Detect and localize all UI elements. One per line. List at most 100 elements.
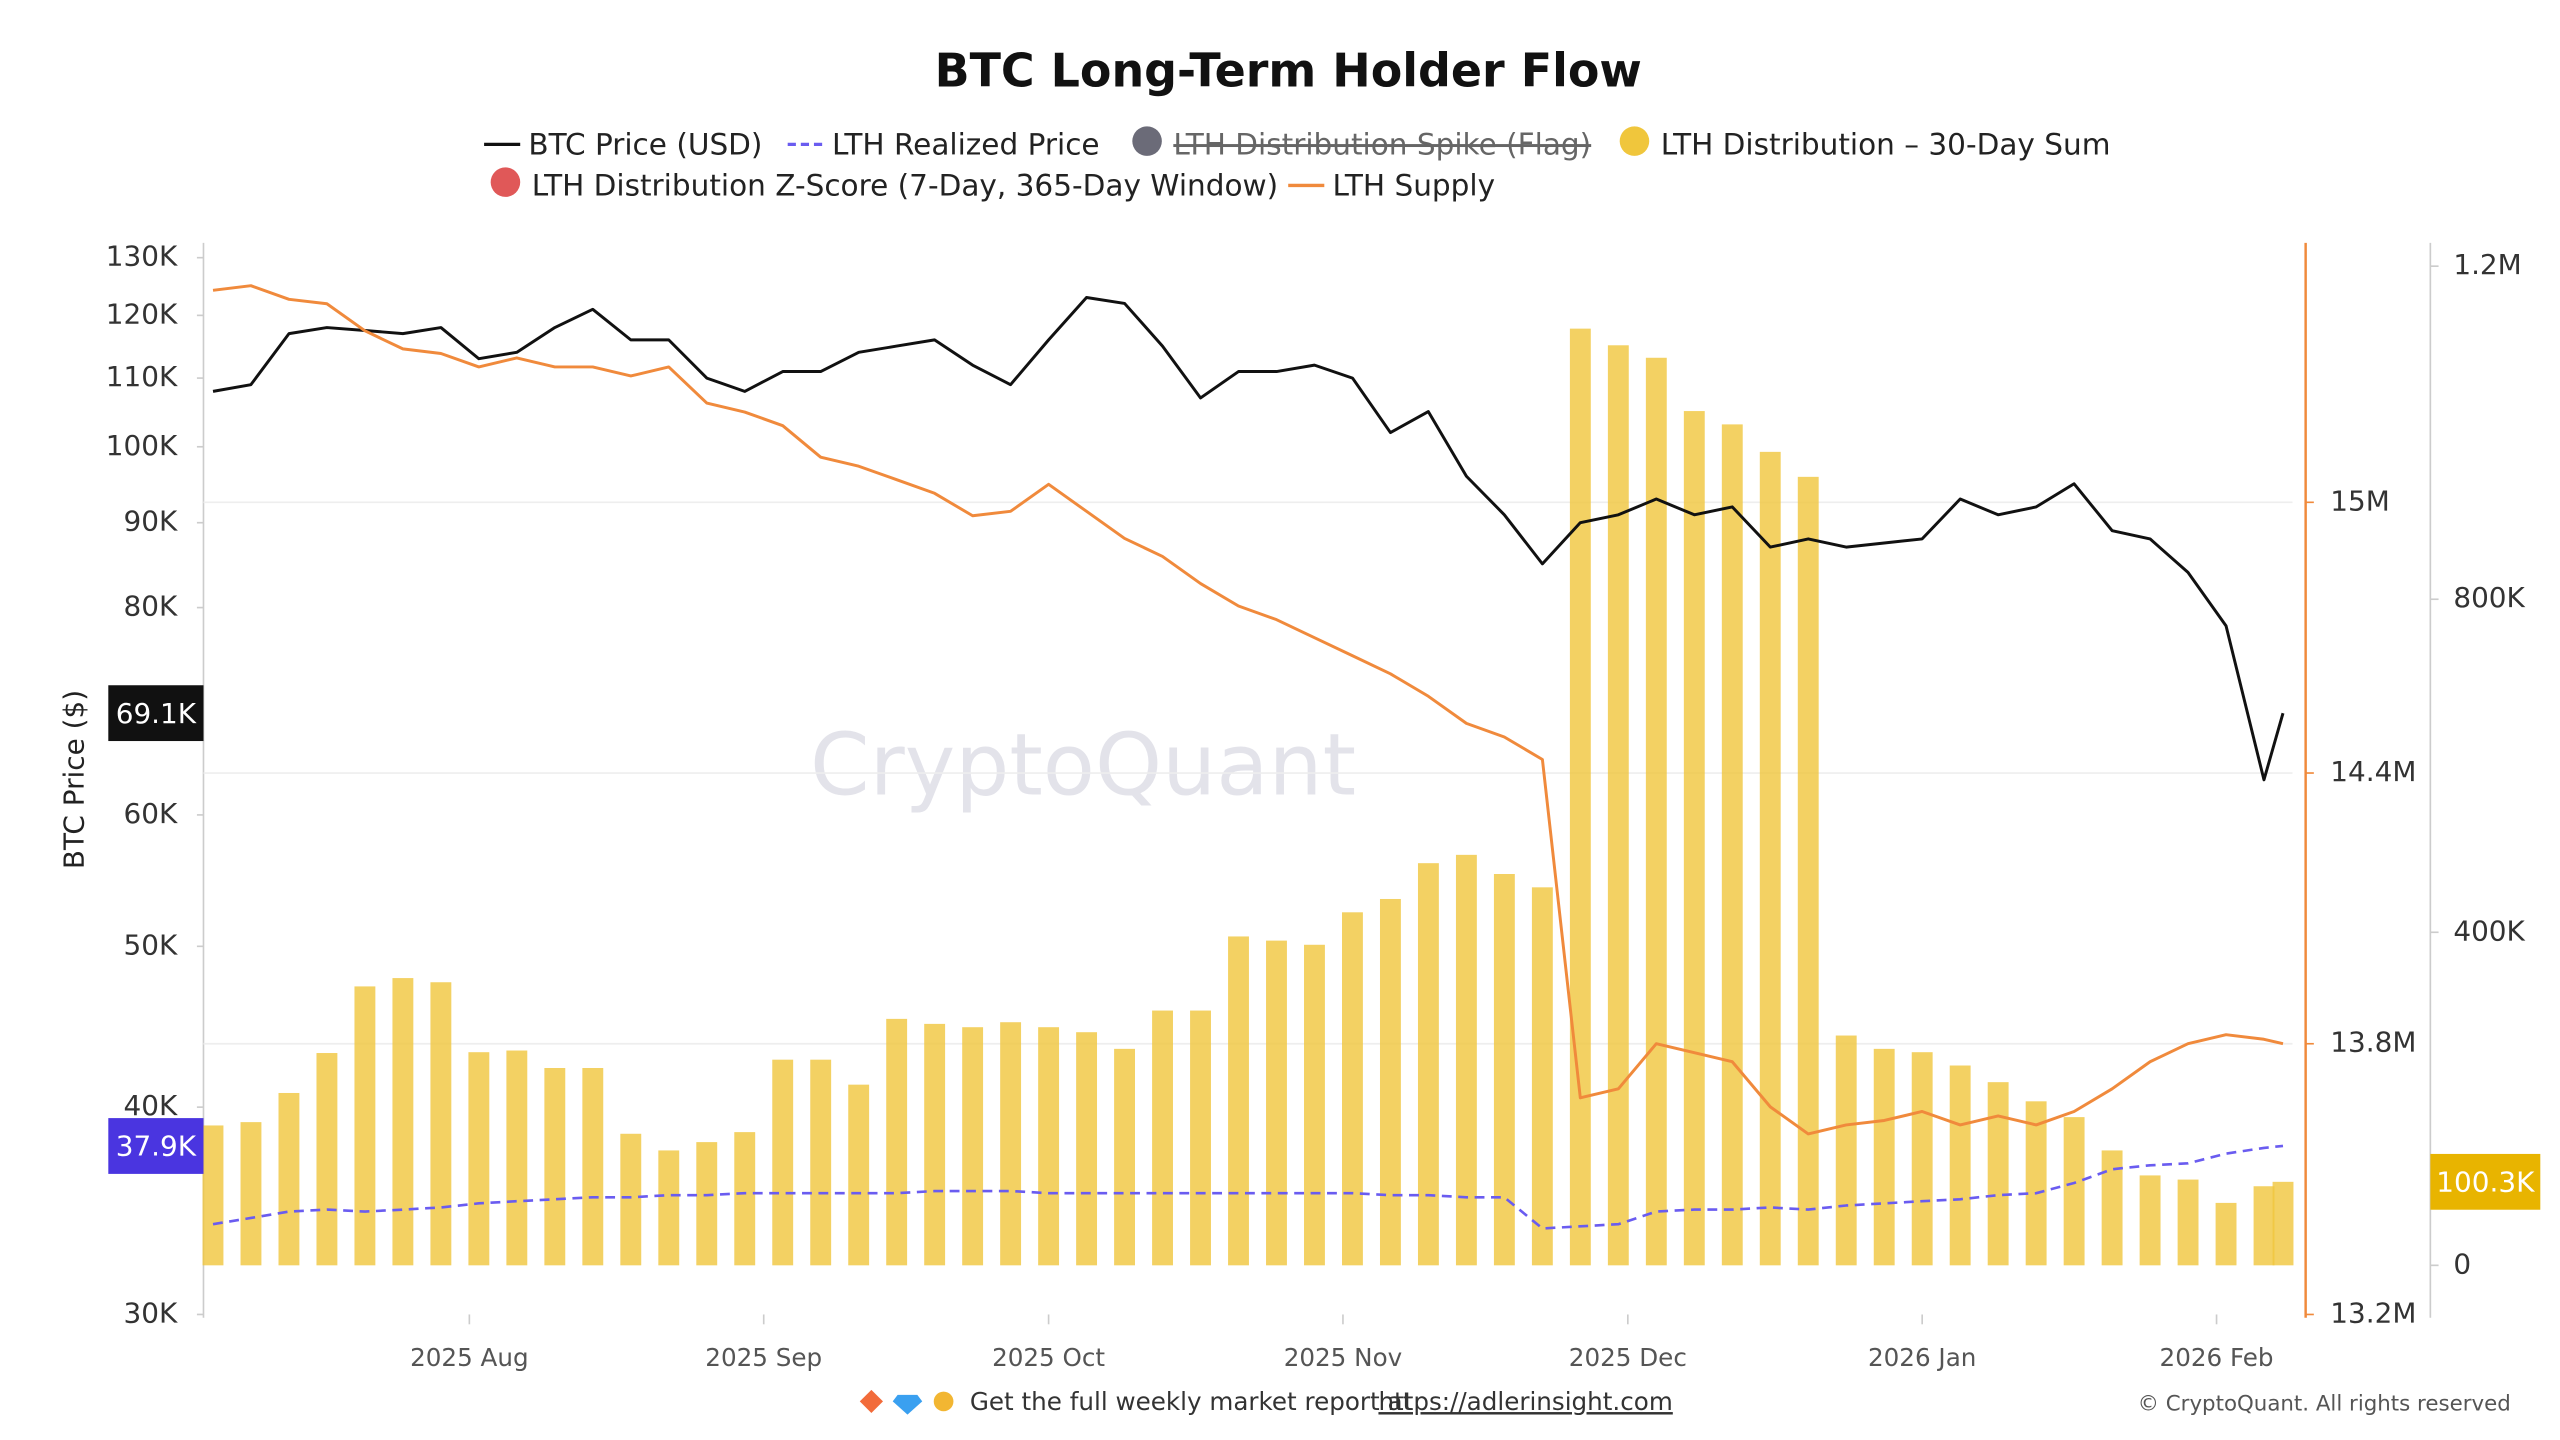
y-tick-label: 110K	[106, 360, 178, 393]
bar	[1607, 345, 1629, 1266]
bar	[430, 982, 452, 1266]
y3-tick-label: 0	[2453, 1247, 2471, 1280]
legend-marker	[490, 167, 521, 197]
bar	[582, 1068, 604, 1266]
bar	[1038, 1027, 1060, 1266]
bar	[1304, 944, 1325, 1266]
bar	[1076, 1032, 1098, 1266]
x-tick-label: 2025 Sep	[705, 1343, 822, 1372]
last-value-box	[108, 685, 204, 742]
bar	[1911, 1052, 1933, 1266]
bar	[2253, 1186, 2275, 1266]
y3-tick-label: 400K	[2453, 914, 2525, 947]
series-line	[212, 284, 2284, 1136]
bar	[1455, 854, 1477, 1266]
x-tick-label: 2025 Oct	[992, 1343, 1105, 1372]
bar	[2272, 1181, 2294, 1266]
x-tick-label: 2026 Feb	[2160, 1343, 2274, 1372]
chart-title: BTC Long-Term Holder Flow	[935, 43, 1642, 97]
legend-label[interactable]: LTH Supply	[1333, 169, 1496, 203]
bar	[734, 1132, 756, 1266]
y-tick-label: 120K	[106, 297, 178, 330]
bar	[962, 1027, 984, 1266]
bar	[392, 978, 414, 1266]
bar	[696, 1142, 718, 1266]
icon	[933, 1391, 954, 1412]
y-tick-label: 90K	[123, 505, 177, 538]
x-tick-label: 2026 Jan	[1868, 1343, 1976, 1372]
bar	[1417, 863, 1439, 1266]
x-tick-label: 2025 Nov	[1284, 1343, 1402, 1372]
footer-text: Get the full weekly market report at	[970, 1387, 1413, 1416]
bar	[1152, 1010, 1173, 1266]
bar	[1873, 1048, 1895, 1266]
bar	[2177, 1179, 2199, 1266]
bar	[2215, 1202, 2237, 1266]
y2-tick-label: 15M	[2330, 484, 2390, 517]
y-tick-label: 60K	[123, 797, 177, 830]
bar	[1531, 887, 1553, 1266]
bar	[772, 1059, 794, 1266]
last-value-label: 100.3K	[2436, 1165, 2535, 1198]
bar	[1228, 936, 1249, 1266]
bar	[2025, 1101, 2047, 1266]
footer-icons	[859, 1389, 954, 1415]
bar	[924, 1023, 946, 1266]
watermark: CryptoQuant	[810, 717, 1356, 816]
series-line	[212, 1144, 2284, 1230]
y-axis-label: BTC Price ($)	[57, 690, 90, 869]
legend-label[interactable]: BTC Price (USD)	[528, 128, 762, 162]
y2-tick-label: 13.2M	[2330, 1296, 2416, 1329]
x-tick-label: 2025 Dec	[1569, 1343, 1687, 1372]
bar	[202, 1125, 224, 1266]
bar	[1114, 1048, 1136, 1266]
bar	[1379, 898, 1401, 1266]
bar	[354, 986, 376, 1266]
bar	[1721, 424, 1743, 1266]
bar	[848, 1084, 870, 1266]
bar	[658, 1150, 680, 1266]
bar	[1493, 874, 1515, 1266]
bar	[1000, 1022, 1022, 1266]
marks	[202, 284, 2294, 1266]
y-tick-label: 40K	[123, 1089, 177, 1122]
y-tick-label: 50K	[123, 928, 177, 961]
legend-marker	[1619, 126, 1650, 156]
bar	[886, 1018, 908, 1266]
legend-marker	[1132, 126, 1162, 156]
y2-tick-label: 13.8M	[2330, 1026, 2416, 1059]
bar	[1759, 451, 1781, 1266]
bar	[620, 1133, 642, 1266]
legend-label[interactable]: LTH Distribution Z-Score (7-Day, 365-Day…	[532, 169, 1278, 203]
icon	[892, 1394, 923, 1415]
bar	[506, 1050, 528, 1266]
y-tick-label: 100K	[106, 429, 178, 462]
bar	[1949, 1065, 1971, 1266]
bar	[316, 1053, 338, 1266]
bar	[810, 1059, 832, 1266]
bar	[544, 1068, 566, 1266]
icon	[859, 1389, 883, 1414]
bar	[1266, 940, 1287, 1266]
y-tick-label: 80K	[123, 590, 177, 623]
bar	[1683, 411, 1705, 1266]
bar	[2063, 1117, 2085, 1266]
bar	[240, 1122, 262, 1266]
legend-label[interactable]: LTH Distribution – 30-Day Sum	[1661, 128, 2111, 162]
y2-tick-label: 14.4M	[2330, 755, 2416, 788]
y-tick-label: 30K	[123, 1296, 177, 1329]
legend-label[interactable]: LTH Distribution Spike (Flag)	[1173, 128, 1591, 162]
bar	[1569, 328, 1591, 1266]
footer-link[interactable]: https://adlerinsight.com	[1378, 1387, 1672, 1416]
bar	[1987, 1082, 2009, 1266]
legend-label[interactable]: LTH Realized Price	[832, 128, 1100, 162]
y3-tick-label: 800K	[2453, 581, 2525, 614]
last-value-box	[2430, 1153, 2541, 1210]
bar	[2139, 1175, 2161, 1266]
bar	[1190, 1010, 1211, 1266]
copyright: © CryptoQuant. All rights reserved	[2138, 1392, 2511, 1417]
y3-tick-label: 1.2M	[2453, 248, 2521, 281]
bar	[1835, 1035, 1857, 1266]
